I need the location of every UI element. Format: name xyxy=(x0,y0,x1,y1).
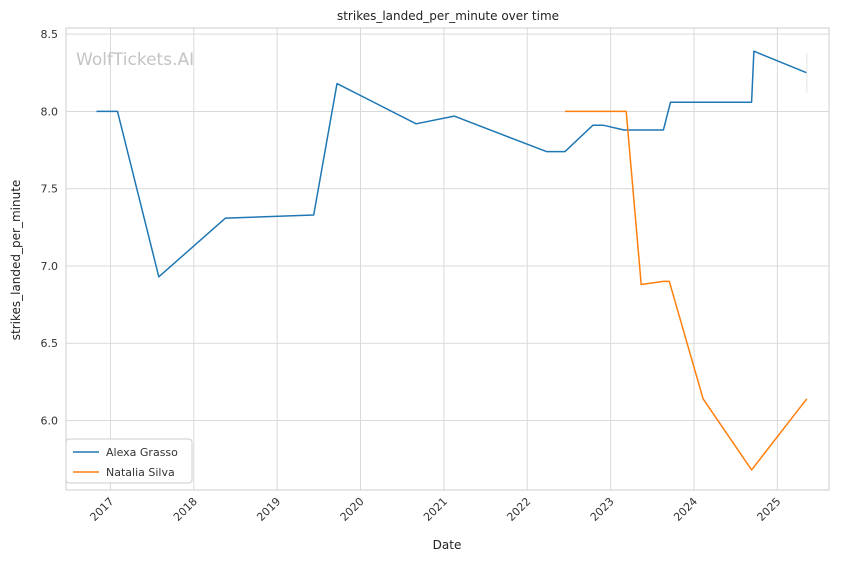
grid-lines xyxy=(66,28,829,490)
series-line-0 xyxy=(96,50,808,278)
legend-label-1: Natalia Silva xyxy=(106,466,175,479)
x-tick-labels: 2017 2018 2019 2020 2021 2022 2023 2024 2025 xyxy=(88,495,784,524)
legend: Alexa Grasso Natalia Silva xyxy=(65,438,193,484)
legend-label-0: Alexa Grasso xyxy=(106,446,178,459)
y-tick-label: 8.0 xyxy=(41,105,59,118)
series-line-1 xyxy=(565,110,808,471)
x-tick-label: 2017 xyxy=(88,495,117,524)
y-tick-label: 8.5 xyxy=(41,28,59,41)
x-tick-label: 2019 xyxy=(254,495,283,524)
x-tick-label: 2023 xyxy=(588,495,617,524)
x-tick-label: 2022 xyxy=(504,495,533,524)
x-axis-label: Date xyxy=(433,538,462,552)
x-tick-label: 2025 xyxy=(755,495,784,524)
y-tick-label: 6.5 xyxy=(41,337,59,350)
series-lines xyxy=(96,50,808,471)
y-tick-labels: 6.0 6.5 7.0 7.5 8.0 8.5 xyxy=(41,28,59,427)
x-tick-label: 2024 xyxy=(671,495,700,524)
plot-area-frame xyxy=(65,27,830,491)
chart-title: strikes_landed_per_minute over time xyxy=(337,9,559,23)
watermark: WolfTickets.AI xyxy=(76,50,194,70)
y-tick-label: 6.0 xyxy=(41,414,59,427)
x-tick-label: 2018 xyxy=(171,495,200,524)
x-tick-label: 2021 xyxy=(421,495,450,524)
y-tick-label: 7.0 xyxy=(41,260,59,273)
y-tick-label: 7.5 xyxy=(41,183,59,196)
x-tick-label: 2020 xyxy=(338,495,367,524)
y-axis-label: strikes_landed_per_minute xyxy=(9,180,23,341)
